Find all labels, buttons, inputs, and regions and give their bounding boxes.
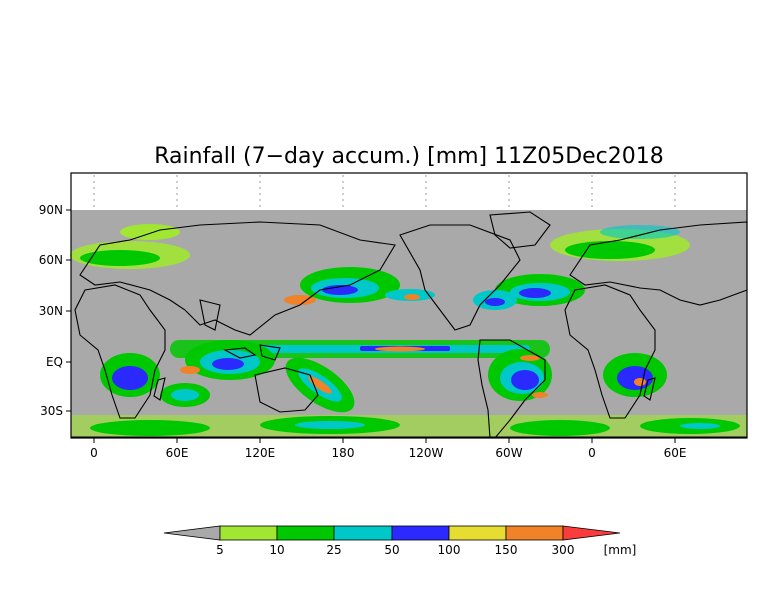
colorbar-swatch xyxy=(276,525,335,541)
colorbar-swatch xyxy=(333,525,393,541)
lon-label: 120E xyxy=(245,446,276,460)
colorbar-tick-label: 150 xyxy=(495,543,518,557)
axis-ticks xyxy=(66,209,676,443)
colorbar: 5 10 25 50 100 150 300 [mm] xyxy=(163,525,637,557)
colorbar-tick-label: 100 xyxy=(438,543,461,557)
lon-label: 60W xyxy=(495,446,522,460)
colorbar-tick-label: 10 xyxy=(269,543,284,557)
map-frame xyxy=(70,172,748,439)
colorbar-tick-label: 50 xyxy=(384,543,399,557)
colorbar-tick-label: 5 xyxy=(216,543,224,557)
lat-label: 90N xyxy=(39,203,63,217)
colorbar-tick-label: 25 xyxy=(326,543,341,557)
colorbar-swatch xyxy=(391,525,450,541)
colorbar-swatch xyxy=(219,525,278,541)
lon-label: 0 xyxy=(90,446,98,460)
colorbar-swatch xyxy=(505,525,564,541)
colorbar-high-arrow xyxy=(562,525,621,541)
lon-axis-labels: 0 60E 120E 180 120W 60W 0 60E xyxy=(90,446,686,460)
lat-label: 30S xyxy=(40,404,63,418)
lon-label: 120W xyxy=(409,446,444,460)
rainfall-field xyxy=(70,224,747,438)
colorbar-low-arrow xyxy=(163,525,221,541)
colorbar-tick-label: 300 xyxy=(552,543,575,557)
no-data-band xyxy=(71,173,747,210)
lon-label: 60E xyxy=(664,446,687,460)
colorbar-unit-label: [mm] xyxy=(604,543,637,557)
lat-axis-labels: 90N 60N 30N EQ 30S xyxy=(39,203,63,418)
coastlines xyxy=(71,211,748,439)
map-panel xyxy=(66,172,748,443)
lon-label: 180 xyxy=(332,446,355,460)
lon-label: 60E xyxy=(166,446,189,460)
map-title: Rainfall (7−day accum.) [mm] 11Z05Dec201… xyxy=(154,144,664,169)
lat-label: 30N xyxy=(39,304,63,318)
colorbar-swatch xyxy=(448,525,507,541)
lat-label: EQ xyxy=(46,355,63,369)
lon-label: 0 xyxy=(588,446,596,460)
lat-label: 60N xyxy=(39,253,63,267)
